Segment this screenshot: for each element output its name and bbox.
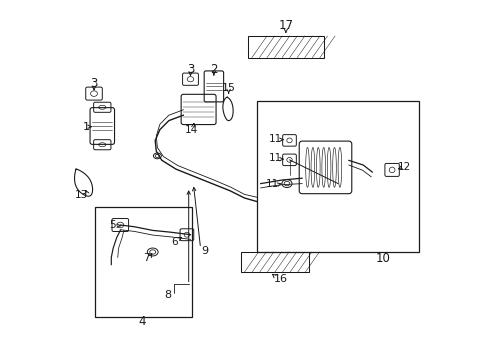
Text: 9: 9 xyxy=(201,246,208,256)
Bar xyxy=(247,36,323,58)
Text: 11: 11 xyxy=(268,134,282,144)
Text: 2: 2 xyxy=(210,63,217,76)
Text: 5: 5 xyxy=(109,220,116,230)
Text: 6: 6 xyxy=(171,237,177,247)
Text: 15: 15 xyxy=(221,83,235,93)
Text: 11: 11 xyxy=(268,153,282,163)
Text: 7: 7 xyxy=(143,253,150,264)
Text: 10: 10 xyxy=(375,252,390,265)
Text: 16: 16 xyxy=(273,274,287,284)
Bar xyxy=(257,101,418,252)
Text: 3: 3 xyxy=(186,63,194,76)
Text: 3: 3 xyxy=(90,77,98,90)
Text: 17: 17 xyxy=(278,19,293,32)
Bar xyxy=(241,252,309,272)
Text: 1: 1 xyxy=(83,122,90,132)
Bar xyxy=(95,207,192,317)
Text: 4: 4 xyxy=(138,315,145,328)
Text: 13: 13 xyxy=(75,190,88,201)
Text: 11: 11 xyxy=(265,179,279,189)
Text: 12: 12 xyxy=(397,162,410,172)
Text: 14: 14 xyxy=(184,125,198,135)
Text: 8: 8 xyxy=(164,290,171,300)
